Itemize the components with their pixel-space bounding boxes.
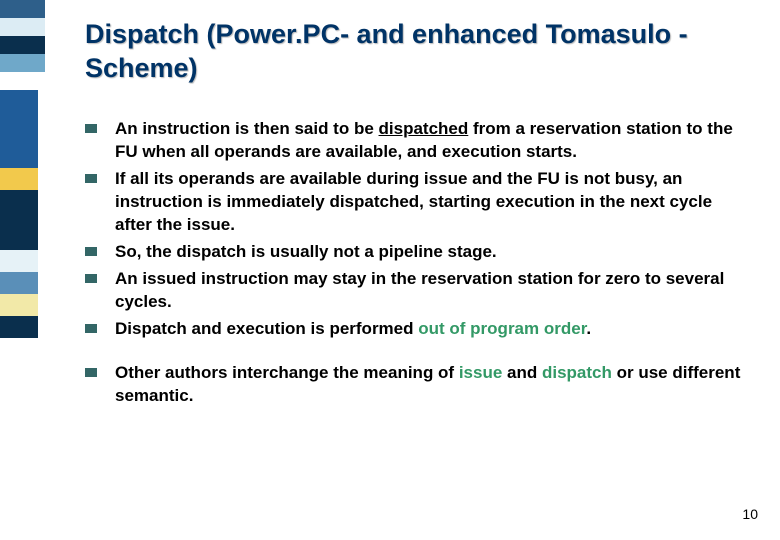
list-item-text: So, the dispatch is usually not a pipeli… — [115, 241, 750, 264]
highlighted-term: out of program order — [418, 319, 586, 338]
text-segment: Other authors interchange the meaning of — [115, 363, 459, 382]
sidebar-block — [0, 36, 45, 54]
list-item: If all its operands are available during… — [85, 168, 750, 237]
underlined-term: dispatched — [379, 119, 469, 138]
sidebar-block — [0, 168, 38, 190]
sidebar-block — [0, 250, 38, 272]
highlighted-term: issue — [459, 363, 502, 382]
highlighted-term: dispatch — [542, 363, 612, 382]
sidebar-block — [0, 316, 38, 338]
list-item-text: An instruction is then said to be dispat… — [115, 118, 750, 164]
text-segment: An issued instruction may stay in the re… — [115, 269, 724, 311]
sidebar-block — [0, 18, 45, 36]
page-number: 10 — [742, 506, 758, 522]
list-item: An instruction is then said to be dispat… — [85, 118, 750, 164]
square-bullet-icon — [85, 174, 97, 183]
list-item-text: Other authors interchange the meaning of… — [115, 362, 750, 408]
sidebar-block — [0, 294, 38, 316]
list-item: So, the dispatch is usually not a pipeli… — [85, 241, 750, 264]
sidebar-block — [0, 54, 45, 72]
sidebar-block — [0, 190, 38, 250]
text-segment: An instruction is then said to be — [115, 119, 379, 138]
square-bullet-icon — [85, 368, 97, 377]
text-segment: and — [502, 363, 542, 382]
text-segment: So, the dispatch is usually not a pipeli… — [115, 242, 497, 261]
list-item: An issued instruction may stay in the re… — [85, 268, 750, 314]
bullet-list: An instruction is then said to be dispat… — [85, 118, 750, 412]
square-bullet-icon — [85, 274, 97, 283]
list-item-text: An issued instruction may stay in the re… — [115, 268, 750, 314]
square-bullet-icon — [85, 324, 97, 333]
list-item: Dispatch and execution is performed out … — [85, 318, 750, 341]
text-segment: If all its operands are available during… — [115, 169, 712, 234]
square-bullet-icon — [85, 124, 97, 133]
list-gap — [85, 344, 750, 362]
text-segment: Dispatch and execution is performed — [115, 319, 418, 338]
text-segment: . — [586, 319, 591, 338]
sidebar-block — [0, 0, 45, 18]
sidebar-block — [0, 90, 38, 168]
list-item-text: Dispatch and execution is performed out … — [115, 318, 750, 341]
square-bullet-icon — [85, 247, 97, 256]
slide-sidebar — [0, 0, 45, 540]
sidebar-block — [0, 272, 38, 294]
list-item-text: If all its operands are available during… — [115, 168, 750, 237]
slide-title: Dispatch (Power.PC- and enhanced Tomasul… — [85, 18, 770, 86]
list-item: Other authors interchange the meaning of… — [85, 362, 750, 408]
